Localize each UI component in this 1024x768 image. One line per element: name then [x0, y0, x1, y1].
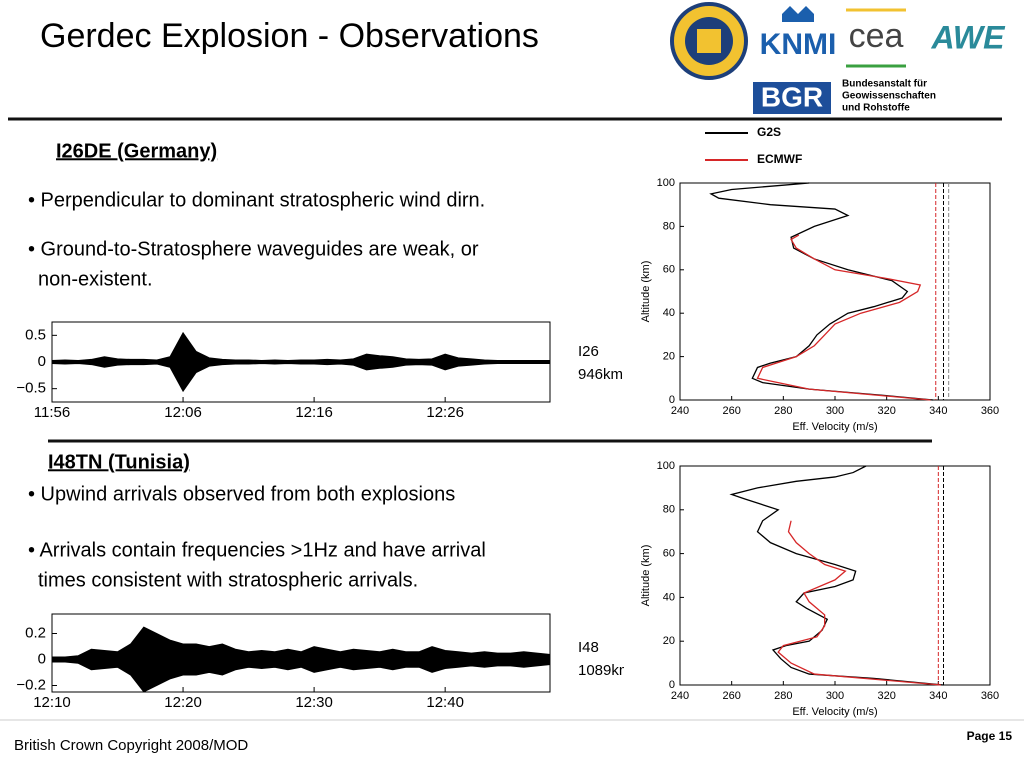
station-text: 1089km	[578, 662, 631, 679]
y-tick-label: 80	[663, 220, 675, 232]
section-heading: I26DE (Germany)	[56, 140, 217, 162]
slide-title: Gerdec Explosion - Observations	[40, 17, 539, 55]
y-tick-label: 40	[663, 307, 675, 319]
x-tick-label: 360	[981, 690, 999, 702]
x-tick-label: 320	[877, 405, 895, 417]
bullet-text: • Ground-to-Stratosphere waveguides are …	[28, 238, 479, 260]
station-label: I48 1089km	[578, 639, 631, 679]
bullet-text: • Arrivals contain frequencies >1Hz and …	[28, 539, 486, 561]
section-heading: I48TN (Tunisia)	[48, 451, 190, 473]
profile-line	[709, 182, 934, 401]
x-tick-label: 280	[774, 405, 792, 417]
bullet-text: times consistent with stratospheric arri…	[38, 569, 418, 591]
y-tick-label: −0.2	[16, 676, 46, 693]
waveform	[51, 331, 551, 393]
logo-text: und Rohstoffe	[842, 103, 910, 114]
logo-awe: AWE	[931, 19, 1007, 55]
y-tick-label: 0	[669, 679, 675, 691]
x-tick-label: 340	[929, 690, 947, 702]
station-text: I48	[578, 639, 599, 656]
x-tick-label: 280	[774, 690, 792, 702]
legend-label: G2S	[757, 125, 781, 139]
y-tick-label: 0	[38, 650, 46, 667]
y-tick-label: 0	[669, 394, 675, 406]
page-number: Page 15	[967, 729, 1013, 743]
x-axis-label: Eff. Velocity (m/s)	[792, 421, 877, 433]
logo-text: BGR	[761, 81, 823, 112]
y-tick-label: 100	[657, 460, 675, 472]
y-tick-label: 20	[663, 635, 675, 647]
x-tick-label: 12:10	[33, 694, 71, 711]
x-tick-label: 300	[826, 405, 844, 417]
x-tick-label: 340	[929, 405, 947, 417]
x-tick-label: 12:40	[426, 694, 464, 711]
copyright: British Crown Copyright 2008/MOD	[14, 737, 248, 754]
station-text: I26	[578, 343, 599, 360]
y-tick-label: −0.5	[16, 380, 46, 397]
logo-text: KNMI	[760, 28, 837, 61]
x-tick-label: 300	[826, 690, 844, 702]
y-tick-label: 60	[663, 548, 675, 560]
y-tick-label: 100	[657, 177, 675, 189]
logo-cea: cea	[846, 8, 906, 68]
x-tick-label: 12:20	[164, 694, 202, 711]
x-tick-label: 11:56	[34, 404, 70, 421]
x-tick-label: 240	[671, 405, 689, 417]
bullet-text: non-existent.	[38, 268, 153, 290]
y-tick-label: 0.2	[25, 624, 46, 641]
x-tick-label: 12:30	[295, 694, 333, 711]
x-tick-label: 12:26	[426, 404, 464, 421]
bullet-text: • Perpendicular to dominant stratospheri…	[28, 189, 485, 211]
y-axis-label: Altitude (km)	[640, 545, 652, 607]
x-tick-label: 260	[722, 690, 740, 702]
x-tick-label: 12:16	[295, 404, 333, 421]
logo-seal	[670, 2, 748, 80]
logo-text: Geowissenschaften	[842, 91, 936, 102]
profile-line	[756, 234, 931, 401]
x-tick-label: 12:06	[164, 404, 202, 421]
logo-knmi: KNMI	[760, 6, 837, 61]
y-tick-label: 0	[38, 353, 46, 370]
x-tick-label: 360	[981, 405, 999, 417]
x-axis-label: Eff. Velocity (m/s)	[792, 706, 877, 718]
y-tick-label: 80	[663, 504, 675, 516]
station-label: I26 946km	[578, 343, 623, 383]
station-text: 946km	[578, 366, 623, 383]
waveform	[51, 626, 551, 693]
x-tick-label: 320	[877, 690, 895, 702]
y-tick-label: 40	[663, 591, 675, 603]
logo-text: Bundesanstalt für	[842, 79, 927, 90]
x-tick-label: 260	[722, 405, 740, 417]
y-tick-label: 20	[663, 351, 675, 363]
y-tick-label: 0.5	[25, 326, 46, 343]
profile-line	[729, 465, 944, 686]
bullet-text: • Upwind arrivals observed from both exp…	[28, 483, 455, 505]
x-tick-label: 240	[671, 690, 689, 702]
legend-label: ECMWF	[757, 152, 802, 166]
profile-line	[777, 520, 941, 686]
logo-text: AWE	[931, 19, 1007, 55]
y-tick-label: 60	[663, 264, 675, 276]
y-axis-label: Altitude (km)	[640, 261, 652, 323]
logo-bgr: BGR Bundesanstalt für Geowissenschaften …	[753, 79, 936, 114]
logo-text: cea	[849, 17, 904, 55]
